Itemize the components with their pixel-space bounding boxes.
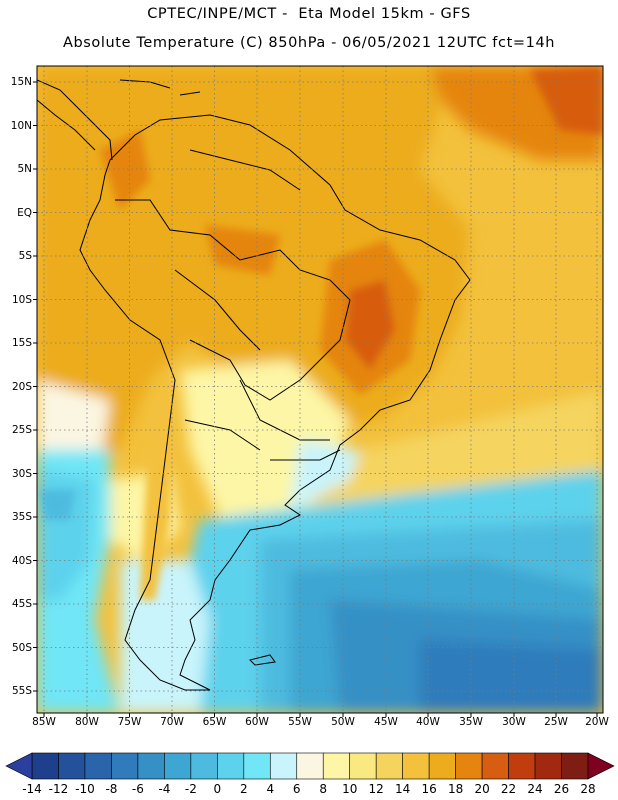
- colorbar-label: 4: [266, 782, 275, 796]
- colorbar-label: 10: [342, 782, 358, 796]
- colorbar-label: 14: [395, 782, 411, 796]
- lat-label: EQ: [17, 206, 32, 219]
- colorbar-label: 0: [213, 782, 222, 796]
- colorbar-label: -4: [158, 782, 171, 796]
- colorbar-cell: [137, 752, 165, 780]
- lon-label: 65W: [202, 716, 227, 728]
- colorbar-cell: [164, 752, 192, 780]
- lat-label: 25S: [11, 424, 32, 436]
- colorbar-cell: [322, 752, 351, 780]
- colorbar-cell: [58, 752, 86, 780]
- map-title-line2: Absolute Temperature (C) 850hPa - 06/05/…: [62, 35, 556, 51]
- colorbar-label: 20: [474, 782, 490, 796]
- lat-label: 10N: [10, 119, 32, 132]
- colorbar-label: 2: [239, 782, 248, 796]
- colorbar-label: -8: [105, 782, 118, 796]
- coastlines: [37, 79, 471, 691]
- lat-label: 50S: [11, 641, 32, 654]
- lat-label: 15N: [10, 76, 32, 88]
- colorbar-cell: [111, 752, 139, 780]
- colorbar-label: 28: [580, 782, 596, 796]
- colorbar-cell: [84, 752, 112, 780]
- colorbar-label: 12: [368, 782, 384, 796]
- colorbar-label: 8: [319, 782, 328, 796]
- colorbar-label: 16: [421, 782, 437, 796]
- map-title-line1: CPTEC/INPE/MCT - Eta Model 15km - GFS: [147, 6, 471, 22]
- colorbar-label: -2: [184, 782, 197, 796]
- colorbar-cell: [534, 752, 562, 780]
- lat-label: 55S: [11, 685, 32, 697]
- colorbar-label: 24: [527, 782, 543, 796]
- lat-label: 40S: [11, 554, 32, 567]
- colorbar-cell: [217, 752, 245, 780]
- temperature-map: [33, 65, 604, 717]
- lat-label: 35S: [11, 511, 32, 523]
- lat-label: 45S: [11, 598, 32, 610]
- colorbar-cell: [402, 752, 430, 780]
- colorbar-cell: [349, 752, 377, 780]
- lon-label: 35W: [459, 716, 483, 728]
- lon-label: 20W: [585, 716, 609, 728]
- colorbar-cell: [243, 752, 271, 780]
- colorbar-cell: [296, 752, 324, 780]
- colorbar-cell: [428, 752, 456, 780]
- temperature-field: [37, 66, 603, 713]
- colorbar-label: 6: [292, 782, 301, 796]
- colorbar: [5, 752, 615, 780]
- colorbar-label: -12: [48, 782, 69, 796]
- lat-label: 5N: [17, 163, 32, 175]
- lon-label: 80W: [75, 716, 99, 728]
- colorbar-label: -6: [131, 782, 144, 796]
- colorbar-label: 22: [500, 782, 517, 796]
- colorbar-cell: [190, 752, 218, 780]
- colorbar-cell: [508, 752, 536, 780]
- colorbar-label: -10: [75, 782, 95, 796]
- lon-label: 25W: [544, 716, 568, 728]
- map-frame: [36, 65, 604, 714]
- colorbar-label: -14: [22, 782, 42, 796]
- lat-label: 30S: [11, 467, 32, 480]
- lon-label: 85W: [32, 716, 56, 728]
- colorbar-cell: [561, 752, 589, 780]
- lon-label: 30W: [502, 716, 526, 728]
- lat-label: 15S: [11, 337, 32, 349]
- colorbar-cell: [455, 752, 483, 780]
- colorbar-label: 18: [447, 782, 464, 796]
- colorbar-cell: [375, 752, 403, 780]
- lat-label: 10S: [11, 293, 32, 306]
- lon-label: 50W: [331, 716, 355, 728]
- lon-label: 70W: [160, 716, 184, 728]
- lon-label: 75W: [117, 716, 142, 728]
- colorbar-under-arrow: [5, 752, 33, 780]
- lon-label: 45W: [374, 716, 398, 728]
- lon-label: 60W: [245, 716, 269, 728]
- colorbar-cell: [31, 752, 59, 780]
- lon-label: 55W: [288, 716, 312, 728]
- colorbar-cell: [269, 752, 298, 780]
- lat-label: 5S: [18, 250, 32, 262]
- colorbar-cell: [481, 752, 509, 780]
- lon-label: 40W: [416, 716, 440, 728]
- colorbar-over-arrow: [587, 752, 615, 780]
- colorbar-label: 26: [553, 782, 570, 796]
- lat-label: 20S: [11, 380, 32, 393]
- axis-ticks: [33, 81, 598, 717]
